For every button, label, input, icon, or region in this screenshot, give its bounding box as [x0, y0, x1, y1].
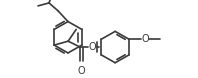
Text: O: O	[141, 34, 149, 44]
Text: O: O	[78, 66, 86, 76]
Text: O: O	[88, 42, 96, 52]
